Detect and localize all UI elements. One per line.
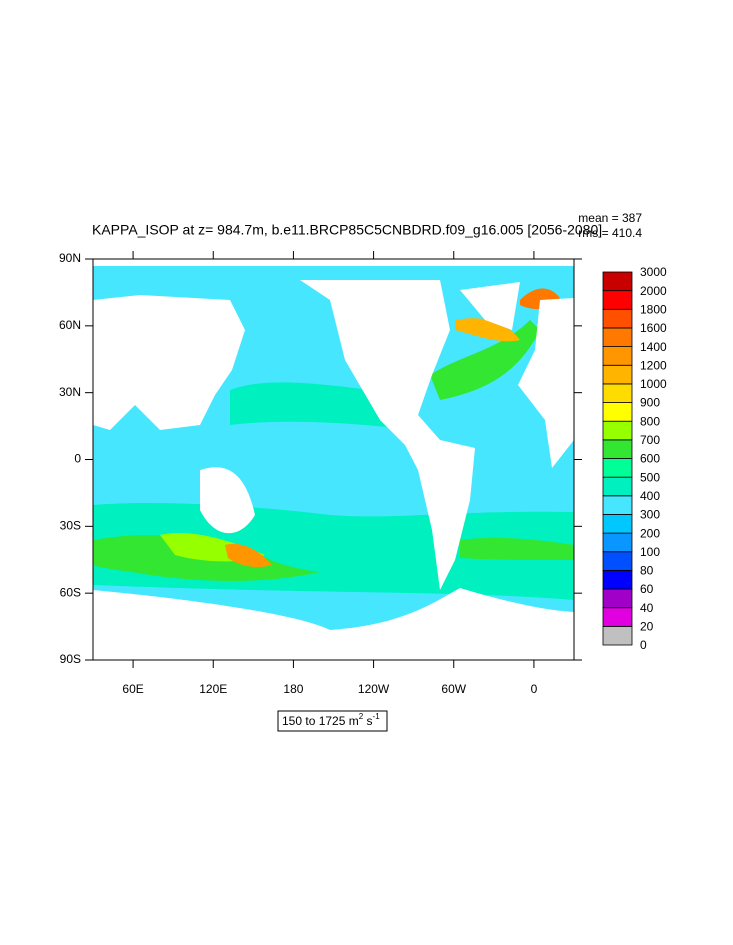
- colorbar-box: [602, 327, 633, 348]
- antarctica-land: [93, 588, 574, 660]
- colorbar-label: 400: [640, 489, 660, 503]
- labrador-patch: [455, 318, 520, 342]
- colorbar-label: 3000: [640, 265, 667, 279]
- y-tick-label: 60N: [59, 318, 81, 332]
- units-label: 150 to 1725 m2 s-1: [282, 712, 380, 728]
- colorbar-box: [602, 495, 633, 515]
- x-tick-label: 60E: [122, 682, 143, 696]
- colorbar-box: [602, 607, 633, 627]
- mean-annotation: mean = 387: [578, 211, 642, 225]
- units-box: 150 to 1725 m2 s-1: [277, 710, 388, 732]
- colorbar-box: [602, 271, 633, 292]
- colorbar-label: 40: [640, 601, 654, 615]
- x-tick-label: 0: [531, 682, 538, 696]
- units-frame: [277, 710, 388, 732]
- colorbar-label: 1800: [640, 302, 667, 316]
- colorbar-box: [602, 439, 633, 459]
- colorbar-label: 500: [640, 470, 660, 484]
- colorbar-label: 1000: [640, 377, 667, 391]
- x-tick-label: 120W: [358, 682, 390, 696]
- colorbar-box: [602, 402, 633, 422]
- y-tick-label: 0: [74, 452, 81, 466]
- atlantic-band: [460, 537, 574, 560]
- colorbar-box: [602, 308, 633, 329]
- colorbar-box: [602, 476, 633, 497]
- colorbar-label: 2000: [640, 284, 667, 298]
- colorbar-box: [602, 532, 633, 553]
- colorbar-label: 900: [640, 396, 660, 410]
- colorbar-label: 0: [640, 638, 647, 652]
- colorbar-box: [602, 290, 633, 310]
- colorbar-box: [602, 383, 633, 403]
- colorbar-label: 60: [640, 582, 654, 596]
- colorbar-box: [602, 570, 633, 590]
- colorbar-label: 1200: [640, 358, 667, 372]
- colorbar-box: [602, 346, 633, 366]
- colorbar-label: 700: [640, 433, 660, 447]
- rms-annotation: rms = 410.4: [578, 226, 642, 240]
- y-tick-label: 90S: [60, 652, 81, 666]
- colorbar-box: [602, 551, 633, 571]
- x-tick-label: 120E: [199, 682, 227, 696]
- units-text: 150 to 1725 m: [282, 714, 359, 728]
- x-tick-label: 180: [283, 682, 303, 696]
- colorbar-label: 1600: [640, 321, 667, 335]
- x-tick-label: 60W: [441, 682, 466, 696]
- asia-land: [93, 295, 245, 430]
- colorbar-label: 600: [640, 452, 660, 466]
- colorbar-label: 1400: [640, 340, 667, 354]
- colorbar-box: [602, 514, 633, 534]
- units-sup: 2: [359, 712, 364, 721]
- y-tick-label: 30N: [59, 385, 81, 399]
- colorbar-box: [602, 458, 633, 478]
- title: KAPPA_ISOP at z= 984.7m, b.e11.BRCP85C5C…: [92, 222, 602, 238]
- units-sup: -1: [373, 712, 381, 721]
- colorbar-label: 800: [640, 414, 660, 428]
- americas-land: [300, 280, 475, 590]
- colorbar-label: 100: [640, 545, 660, 559]
- y-tick-label: 90N: [59, 251, 81, 265]
- orange-patch: [225, 543, 272, 568]
- colorbar-box: [602, 625, 633, 646]
- y-tick-label: 60S: [60, 585, 81, 599]
- y-tick-label: 30S: [60, 519, 81, 533]
- units-text: s: [363, 714, 372, 728]
- europe-africa-land: [518, 298, 574, 468]
- colorbar-label: 300: [640, 508, 660, 522]
- australia-land: [200, 467, 255, 534]
- colorbar-label: 200: [640, 526, 660, 540]
- colorbar-label: 80: [640, 564, 654, 578]
- colorbar-label: 20: [640, 620, 654, 634]
- greenland-land: [460, 282, 520, 330]
- colorbar-box: [602, 588, 633, 609]
- map: [92, 258, 575, 661]
- colorbar-box: [602, 364, 633, 385]
- arctic-land: [93, 259, 574, 266]
- colorbar-box: [602, 420, 633, 441]
